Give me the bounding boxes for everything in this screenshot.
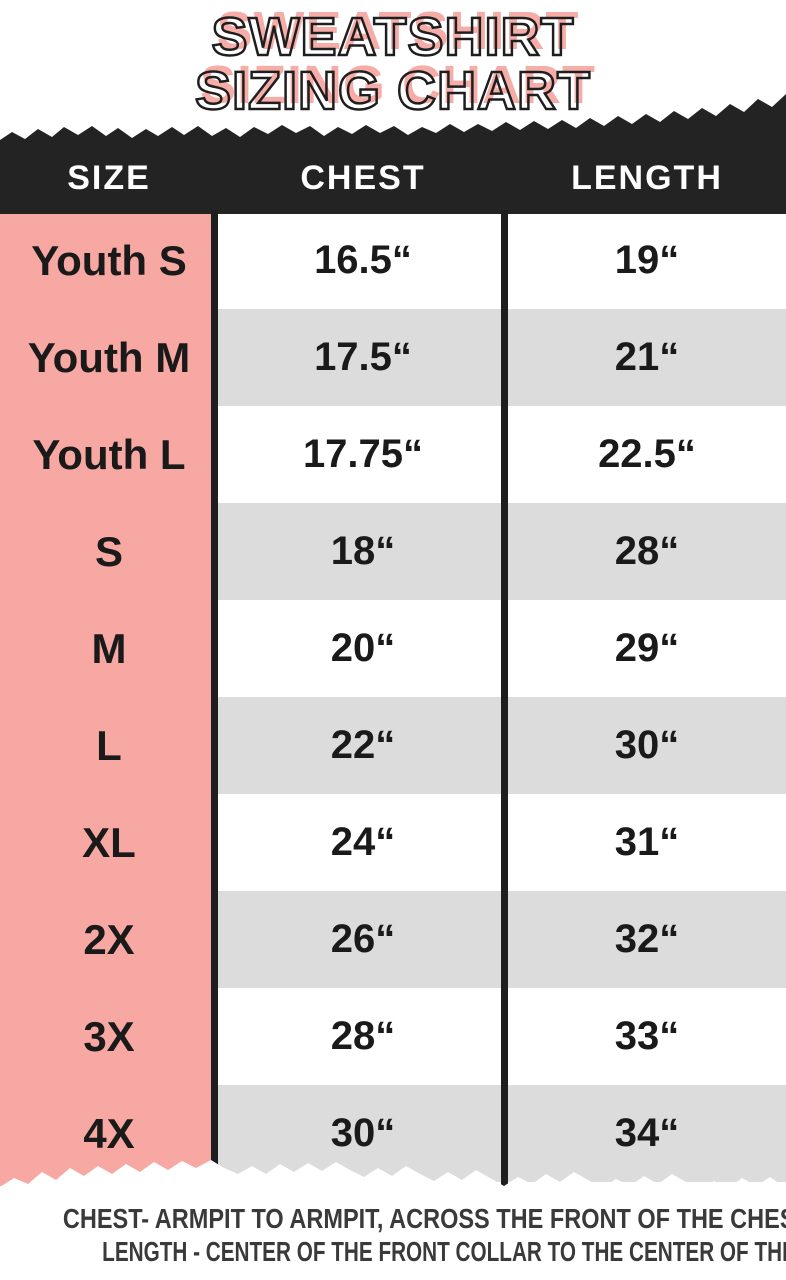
chest-cell: 16.5“ [314, 238, 412, 282]
table-row: Youth L 17.75“ 22.5“ [0, 406, 786, 503]
length-cell: 30“ [508, 697, 786, 794]
header-chest: CHEST [300, 158, 426, 197]
chest-cell: 17.75“ [302, 432, 424, 476]
size-cell: Youth S [31, 236, 187, 284]
table-row: Youth S 16.5“ 19“ [0, 212, 786, 309]
title-line-2-outline: SIZING CHART [194, 61, 592, 121]
length-cell: 32“ [508, 891, 786, 988]
torn-edge-top [0, 94, 786, 214]
chest-cell: 20“ [330, 626, 396, 670]
title-line-2: SIZING CHART SIZING CHART [194, 58, 595, 121]
header-size: SIZE [67, 158, 151, 197]
page-title: SWEATSHIRT SWEATSHIRT SIZING CHART SIZIN… [0, 4, 786, 121]
chest-cell: 22“ [218, 697, 508, 794]
length-note: LENGTH - CENTER OF THE FRONT COLLAR TO T… [102, 1236, 786, 1267]
size-cell: XL [82, 818, 136, 866]
title-row-2: SIZING CHART SIZING CHART [0, 58, 786, 121]
table-row: S 18“ 28“ [0, 503, 786, 600]
table-row: XL 24“ 31“ [0, 794, 786, 891]
size-cell: L [96, 721, 122, 769]
chest-cell: 24“ [330, 820, 396, 864]
chest-note: CHEST- ARMPIT TO ARMPIT, ACROSS THE FRON… [62, 1203, 786, 1234]
length-cell: 28“ [508, 503, 786, 600]
size-cell: Youth M [27, 333, 191, 381]
size-cell: 3X [83, 1012, 135, 1060]
length-cell: 19“ [614, 238, 680, 282]
size-column-background [0, 210, 214, 1186]
length-cell: 21“ [508, 309, 786, 406]
sizing-table: Youth S 16.5“ 19“ Youth M 17.5“ 21“ Yout… [0, 212, 786, 1182]
length-cell: 33“ [614, 1014, 680, 1058]
title-line-1-outline: SWEATSHIRT [210, 7, 575, 67]
size-cell: Youth L [32, 430, 186, 478]
table-row: L 22“ 30“ [0, 697, 786, 794]
torn-edge-bottom [0, 1160, 786, 1210]
size-cell: 2X [83, 915, 135, 963]
table-row: M 20“ 29“ [0, 600, 786, 697]
length-cell: 34“ [508, 1085, 786, 1182]
length-cell: 22.5“ [598, 432, 696, 476]
chest-cell: 30“ [218, 1085, 508, 1182]
length-cell: 29“ [614, 626, 680, 670]
column-divider [501, 210, 508, 1186]
title-line-1: SWEATSHIRT SWEATSHIRT [210, 4, 578, 67]
title-line-1-fill: SWEATSHIRT [216, 1, 580, 61]
header-length: LENGTH [571, 158, 723, 197]
table-row: 4X 30“ 34“ [0, 1085, 786, 1182]
size-cell: 4X [83, 1109, 135, 1157]
title-row-1: SWEATSHIRT SWEATSHIRT [0, 4, 786, 67]
table-row: 3X 28“ 33“ [0, 988, 786, 1085]
chest-cell: 18“ [218, 503, 508, 600]
column-divider [211, 210, 218, 1168]
size-cell: M [91, 624, 127, 672]
table-row: Youth M 17.5“ 21“ [0, 309, 786, 406]
length-cell: 31“ [614, 820, 680, 864]
table-row: 2X 26“ 32“ [0, 891, 786, 988]
size-cell: S [94, 527, 123, 575]
table-header: SIZE CHEST LENGTH [0, 146, 786, 210]
title-line-2-fill: SIZING CHART [200, 55, 596, 115]
chest-cell: 26“ [218, 891, 508, 988]
chest-cell: 17.5“ [218, 309, 508, 406]
measurement-notes: CHEST- ARMPIT TO ARMPIT, ACROSS THE FRON… [0, 1202, 786, 1268]
chest-cell: 28“ [330, 1014, 396, 1058]
